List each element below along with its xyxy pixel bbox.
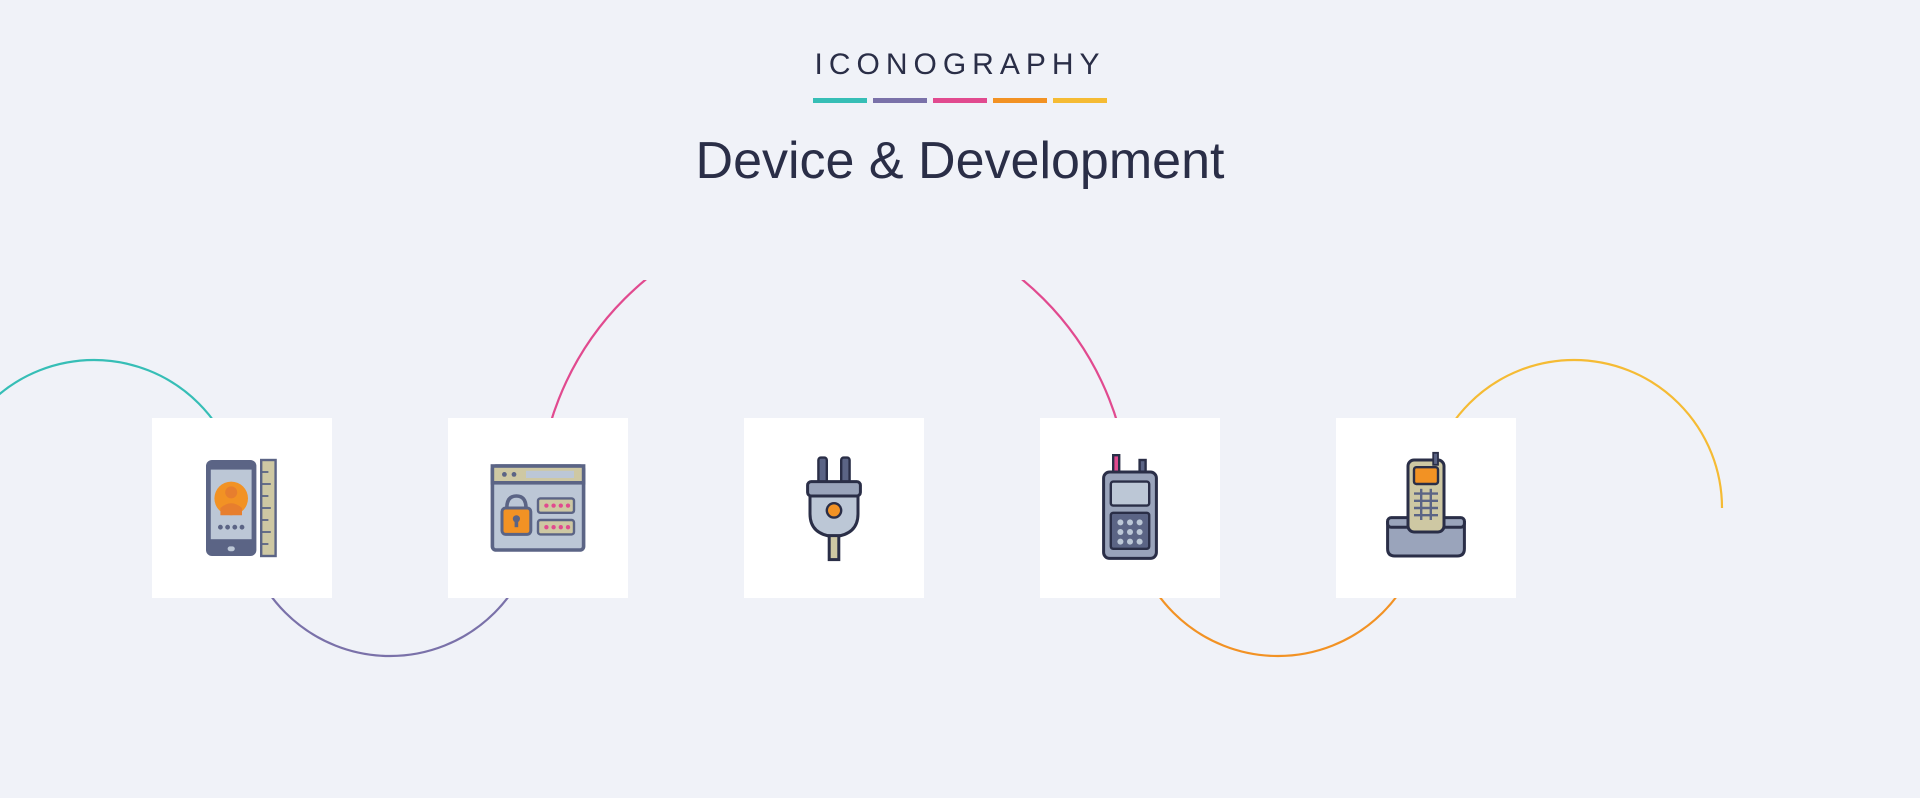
icon-tile-plug [744,418,924,598]
color-bars [0,98,1920,103]
color-bar-4 [993,98,1047,103]
icon-tile-browser-lock [448,418,628,598]
icon-tile-phone-dock [1336,418,1516,598]
color-bar-3 [933,98,987,103]
iconography-label: ICONOGRAPHY [0,48,1920,82]
header: ICONOGRAPHY Device & Development [0,48,1920,191]
color-bar-1 [813,98,867,103]
phone-dock-icon [1366,448,1486,568]
browser-lock-icon [478,448,598,568]
mobile-profile-icon [182,448,302,568]
icon-tile-mobile-profile [152,418,332,598]
plug-icon [774,448,894,568]
page-title: Device & Development [0,131,1920,191]
color-bar-2 [873,98,927,103]
color-bar-5 [1053,98,1107,103]
walkie-talkie-icon [1070,448,1190,568]
icon-tile-walkie-talkie [1040,418,1220,598]
